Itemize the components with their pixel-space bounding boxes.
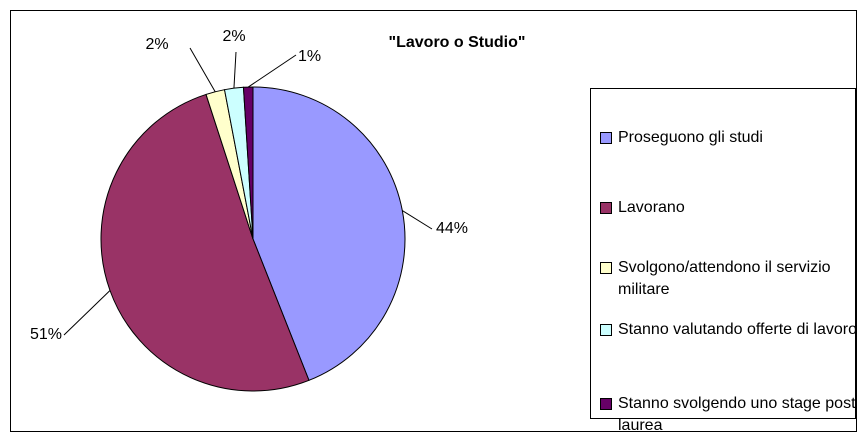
legend-item: Stanno valutando offerte di lavoro [600, 319, 867, 341]
data-label: 44% [436, 220, 468, 237]
leader-line [233, 51, 237, 89]
legend-swatch [600, 202, 612, 214]
leader-line [63, 290, 111, 336]
legend: Proseguono gli studi Lavorano Svolgono/att… [590, 88, 857, 434]
leader-line [247, 54, 297, 88]
leader-line [402, 210, 433, 230]
data-label: 51% [30, 326, 62, 343]
legend-label: Stanno svolgendo uno stage post laurea [618, 395, 856, 434]
legend-item: Proseguono gli studi [600, 127, 867, 149]
legend-swatch [600, 132, 612, 144]
chart-title: "Lavoro o Studio" [389, 34, 526, 51]
data-label: 2% [145, 36, 168, 53]
legend-item: Stanno svolgendo uno stage post laurea [600, 393, 867, 437]
data-label: 2% [222, 28, 245, 45]
leader-line [189, 47, 216, 93]
legend-item: Lavorano [600, 197, 867, 219]
legend-swatch [600, 398, 612, 410]
legend-label: Proseguono gli studi [618, 129, 763, 146]
legend-label: Lavorano [618, 199, 685, 216]
legend-swatch [600, 324, 612, 336]
legend-item: Svolgono/attendono il servizio militare [600, 257, 867, 301]
legend-swatch [600, 262, 612, 274]
data-label: 1% [298, 48, 321, 65]
pie-slice [100, 93, 310, 392]
legend-label: Svolgono/attendono il servizio militare [618, 259, 831, 298]
pie-slice [252, 86, 406, 381]
legend-label: Stanno valutando offerte di lavoro [618, 321, 857, 338]
